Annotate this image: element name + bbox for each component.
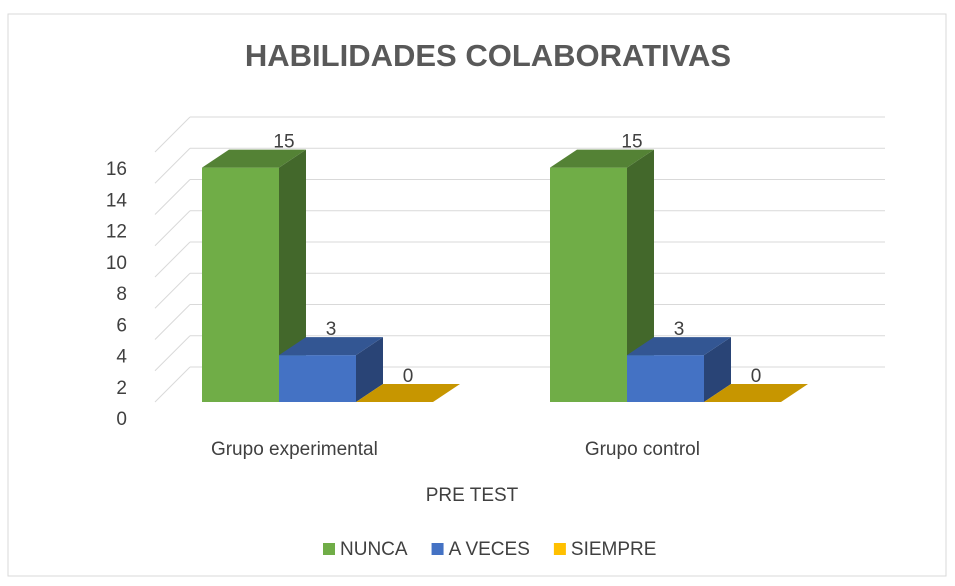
bar-side [704, 337, 731, 402]
bar-top [704, 384, 808, 402]
grid-line-side [154, 147, 191, 184]
y-tick-label: 14 [106, 190, 128, 211]
grid-line-side [154, 179, 191, 215]
legend-swatch [553, 543, 566, 555]
data-label: 3 [326, 319, 337, 340]
y-tick-label: 2 [116, 378, 127, 399]
legend-swatch [323, 543, 335, 555]
grid-line-side [154, 335, 191, 372]
chart-title: HABILIDADES COLABORATIVAS [245, 38, 731, 73]
x-tick-label: Grupo experimental [211, 439, 378, 460]
legend-label: A VECES [449, 539, 530, 560]
y-tick-label: 16 [106, 159, 127, 180]
grid-line-side [154, 210, 191, 247]
bar [356, 384, 460, 402]
bar-top [627, 337, 731, 356]
bar-front [627, 355, 704, 402]
y-tick-label: 6 [116, 315, 127, 336]
grid-line-side [154, 241, 191, 278]
bar-front [279, 355, 356, 402]
grid-line-side [154, 272, 191, 309]
bar-top [202, 149, 306, 168]
y-tick-label: 4 [116, 347, 127, 368]
bar-top [279, 337, 383, 356]
y-tick-label: 10 [106, 253, 127, 274]
legend-swatch [431, 543, 444, 555]
data-label: 15 [621, 132, 642, 153]
x-tick-label: Grupo control [585, 439, 700, 460]
bar-top [550, 149, 654, 168]
chart-border [7, 13, 947, 577]
grid-line-side [154, 304, 191, 340]
data-label: 0 [751, 366, 762, 387]
grid-line-side [154, 116, 191, 153]
bar-side [356, 337, 383, 402]
bar-front [550, 167, 627, 402]
data-label: 3 [674, 319, 685, 340]
bar [550, 149, 654, 402]
legend-label: SIEMPRE [571, 539, 657, 560]
y-tick-label: 12 [106, 222, 127, 243]
bar-side [627, 149, 654, 402]
legend-label: NUNCA [340, 539, 408, 560]
data-label: 0 [403, 366, 414, 387]
y-tick-label: 8 [116, 284, 127, 305]
bar [202, 149, 306, 402]
bar [704, 384, 808, 402]
bar [279, 337, 383, 402]
bar-top [356, 384, 460, 402]
y-tick-label: 0 [116, 409, 127, 430]
grid-line-side [154, 366, 191, 403]
bar-side [279, 149, 306, 402]
bar [627, 337, 731, 402]
bar-front [202, 167, 279, 402]
x-axis-label: PRE TEST [426, 485, 519, 506]
data-label: 15 [273, 132, 294, 153]
